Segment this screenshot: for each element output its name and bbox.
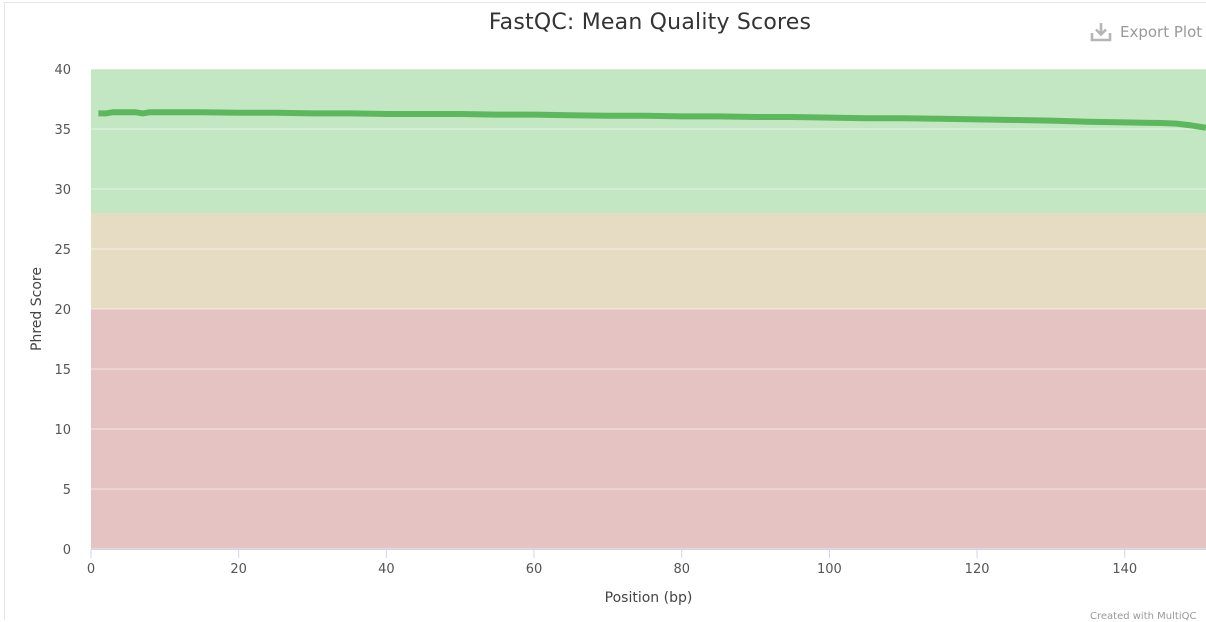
y-tick-label: 25 bbox=[54, 243, 71, 258]
y-tick-label: 15 bbox=[54, 363, 71, 378]
x-axis-label: Position (bp) bbox=[605, 590, 693, 606]
x-tick-label: 0 bbox=[87, 562, 95, 577]
y-tick-label: 30 bbox=[54, 183, 71, 198]
y-tick-label: 5 bbox=[63, 483, 71, 498]
y-axis: 0 5 10 15 20 25 30 35 40 bbox=[54, 63, 71, 558]
plot-frame bbox=[4, 2, 1206, 620]
quality-band-1 bbox=[91, 213, 1206, 309]
y-tick-label: 0 bbox=[63, 543, 71, 558]
export-plot-label: Export Plot bbox=[1120, 23, 1203, 41]
x-tick-label: 120 bbox=[965, 562, 990, 577]
download-icon bbox=[1090, 23, 1112, 42]
y-tick-label: 10 bbox=[54, 423, 71, 438]
x-tick-label: 140 bbox=[1112, 562, 1137, 577]
x-axis: 0 20 40 60 80 100 120 140 bbox=[87, 549, 1206, 577]
x-tick-label: 80 bbox=[673, 562, 690, 577]
series-group bbox=[98, 109, 1206, 131]
x-tick-label: 20 bbox=[230, 562, 247, 577]
x-tick-label: 60 bbox=[526, 562, 543, 577]
quality-band-0 bbox=[91, 69, 1206, 213]
y-tick-label: 20 bbox=[54, 303, 71, 318]
export-plot-button[interactable]: Export Plot bbox=[1090, 20, 1202, 44]
credit-text: Created with MultiQC bbox=[1090, 611, 1197, 622]
x-tick-label: 100 bbox=[817, 562, 842, 577]
y-axis-label: Phred Score bbox=[29, 267, 45, 351]
y-tick-label: 35 bbox=[54, 123, 71, 138]
chart-title: FastQC: Mean Quality Scores bbox=[488, 10, 812, 35]
x-tick-label: 40 bbox=[378, 562, 395, 577]
series-line-0[interactable] bbox=[98, 109, 1206, 131]
y-tick-label: 40 bbox=[54, 63, 71, 78]
